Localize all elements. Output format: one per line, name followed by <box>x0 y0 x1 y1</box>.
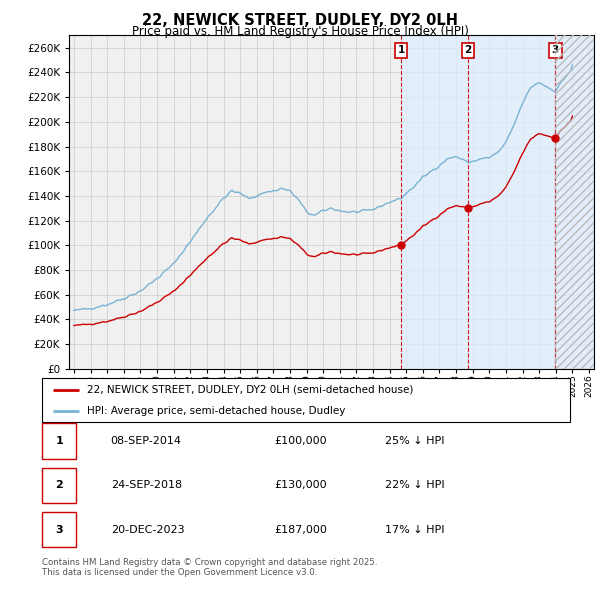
Text: Contains HM Land Registry data © Crown copyright and database right 2025.
This d: Contains HM Land Registry data © Crown c… <box>42 558 377 577</box>
Text: 25% ↓ HPI: 25% ↓ HPI <box>385 436 445 446</box>
Text: 1: 1 <box>397 45 405 55</box>
Text: £130,000: £130,000 <box>274 480 327 490</box>
Text: £100,000: £100,000 <box>274 436 327 446</box>
Text: 3: 3 <box>551 45 559 55</box>
Text: £187,000: £187,000 <box>274 525 327 535</box>
Text: 24-SEP-2018: 24-SEP-2018 <box>110 480 182 490</box>
FancyBboxPatch shape <box>42 424 76 459</box>
FancyBboxPatch shape <box>42 467 76 503</box>
Bar <box>401 35 594 369</box>
Text: 1: 1 <box>55 436 63 446</box>
Text: 2: 2 <box>464 45 472 55</box>
Text: Price paid vs. HM Land Registry's House Price Index (HPI): Price paid vs. HM Land Registry's House … <box>131 25 469 38</box>
Text: HPI: Average price, semi-detached house, Dudley: HPI: Average price, semi-detached house,… <box>87 406 345 416</box>
Text: 17% ↓ HPI: 17% ↓ HPI <box>385 525 445 535</box>
Text: 22, NEWICK STREET, DUDLEY, DY2 0LH: 22, NEWICK STREET, DUDLEY, DY2 0LH <box>142 13 458 28</box>
Text: 2: 2 <box>55 480 63 490</box>
FancyBboxPatch shape <box>42 378 570 422</box>
Text: 22% ↓ HPI: 22% ↓ HPI <box>385 480 445 490</box>
Text: 08-SEP-2014: 08-SEP-2014 <box>110 436 182 446</box>
Text: 20-DEC-2023: 20-DEC-2023 <box>110 525 184 535</box>
Text: 3: 3 <box>55 525 63 535</box>
FancyBboxPatch shape <box>42 512 76 548</box>
Text: 22, NEWICK STREET, DUDLEY, DY2 0LH (semi-detached house): 22, NEWICK STREET, DUDLEY, DY2 0LH (semi… <box>87 385 413 395</box>
